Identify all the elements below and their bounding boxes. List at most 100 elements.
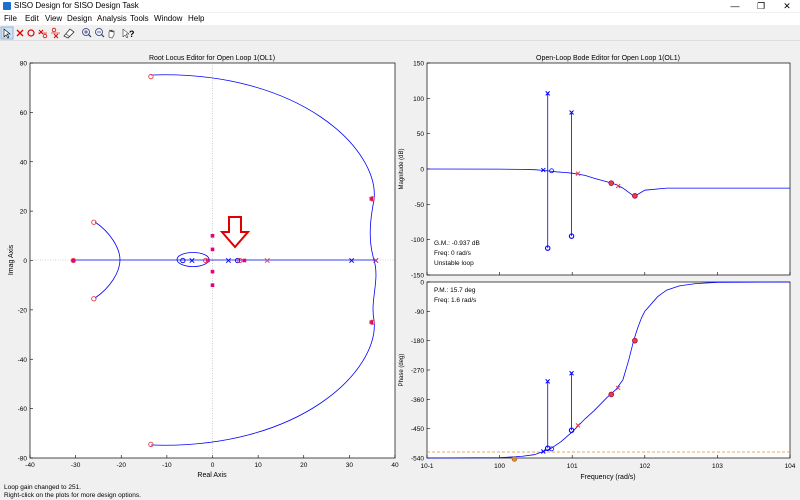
real-axis-pole-marker[interactable] [264, 257, 270, 264]
closed-loop-zero[interactable] [91, 296, 97, 302]
restore-button[interactable]: ❐ [756, 1, 766, 11]
closed-loop-pole[interactable] [210, 234, 215, 238]
closed-loop-zero[interactable] [148, 441, 154, 448]
magnitude-red-zero[interactable] [608, 180, 615, 186]
magnitude-red-pole-2[interactable] [615, 183, 621, 189]
closed-loop-zero[interactable] [70, 257, 76, 264]
menu-analysis[interactable]: Analysis [97, 14, 127, 23]
plot-area[interactable]: Root Locus Editor for Open Loop 1(OL1) R… [0, 41, 800, 482]
mag-ytick-label: 0 [420, 167, 424, 174]
freq-xtick-label: 104 [785, 463, 796, 470]
rl-xtick-label: 10 [255, 462, 263, 469]
eraser-icon[interactable] [63, 28, 75, 39]
add-zero-icon[interactable] [27, 29, 35, 37]
close-button[interactable]: ✕ [783, 1, 791, 11]
menu-edit[interactable]: Edit [25, 14, 39, 23]
open-loop-pole[interactable] [189, 257, 195, 264]
open-loop-pole[interactable] [225, 257, 232, 264]
phase-notch-zero[interactable] [568, 427, 575, 434]
gain-margin-text: G.M.: -0.937 dB [434, 240, 480, 247]
phase-red-pole-2[interactable] [615, 385, 621, 391]
closed-loop-pole[interactable] [71, 258, 76, 263]
closed-loop-zero[interactable] [203, 257, 209, 264]
rl-xtick-label: -10 [162, 462, 172, 469]
locus-outer-branch[interactable] [150, 74, 377, 446]
closed-loop-zero[interactable] [148, 73, 154, 80]
open-loop-zero[interactable] [180, 257, 186, 264]
phase-red-zero[interactable] [608, 391, 615, 398]
menu-file[interactable]: File [4, 14, 17, 23]
mag-ytick-label: 150 [413, 61, 424, 68]
status-bar: Loop gain changed to 251. Right-click on… [0, 483, 800, 500]
menu-window[interactable]: Window [154, 14, 183, 23]
phase-margin-marker[interactable] [511, 456, 518, 462]
phase-ytick-label: -180 [411, 338, 424, 345]
freq-xtick-label: 102 [639, 463, 650, 470]
phase-curve[interactable] [426, 281, 791, 459]
locus-branches[interactable] [73, 74, 377, 446]
mag-ytick-label: 50 [417, 131, 425, 138]
menu-tools[interactable]: Tools [130, 14, 149, 23]
closed-loop-pole[interactable] [369, 320, 374, 325]
phase-red-zero-2[interactable] [632, 337, 638, 344]
notch-pole-marker[interactable] [545, 91, 551, 96]
magnitude-zero-marker[interactable] [549, 168, 554, 174]
zoom-in-icon[interactable] [82, 28, 92, 38]
real-axis-pole-marker[interactable] [373, 257, 379, 264]
rl-ytick-label: -80 [18, 456, 28, 463]
phase-notch-pole[interactable] [545, 379, 551, 384]
root-locus-editor[interactable]: Root Locus Editor for Open Loop 1(OL1) R… [8, 55, 399, 479]
magnitude-red-pole[interactable] [575, 171, 581, 176]
magnitude-pole-marker[interactable] [540, 167, 546, 173]
closed-loop-pole[interactable] [210, 269, 215, 274]
phase-ytick-label: -540 [411, 456, 424, 463]
add-lag-icon[interactable] [51, 27, 60, 39]
zoom-out-icon[interactable] [95, 28, 105, 38]
whats-this-icon[interactable]: ? [122, 28, 135, 39]
bode-phase-editor[interactable]: Phase (deg) Frequency (rad/s) 0 -90 -180 -2… [399, 280, 796, 482]
notch-zero-marker[interactable] [568, 233, 575, 239]
status-message-1: Loop gain changed to 251. [4, 484, 81, 491]
notch-pole-marker[interactable] [569, 110, 574, 115]
bode-magnitude-editor[interactable]: Open-Loop Bode Editor for Open Loop 1(OL… [399, 55, 791, 280]
root-locus-xlabel: Real Axis [197, 472, 227, 479]
mag-ytick-label: -100 [411, 237, 424, 244]
closed-loop-pole[interactable] [369, 196, 374, 201]
add-pole-icon[interactable] [16, 29, 24, 37]
closed-loop-pole[interactable] [242, 258, 247, 263]
phase-ytick-label: -270 [411, 368, 424, 375]
closed-loop-zero[interactable] [369, 319, 375, 325]
closed-loop-zero[interactable] [237, 257, 243, 264]
menu-help[interactable]: Help [188, 14, 205, 23]
add-lead-icon[interactable] [38, 29, 48, 39]
phase-pole-marker[interactable] [540, 449, 546, 454]
open-loop-zero[interactable] [234, 257, 241, 264]
magnitude-curve[interactable] [426, 168, 790, 197]
open-loop-pole[interactable] [349, 257, 355, 264]
freq-xtick-label: 101 [567, 463, 578, 470]
rl-xtick-label: -20 [117, 462, 127, 469]
closed-loop-zero[interactable] [369, 196, 375, 202]
mag-ytick-label: -50 [415, 202, 425, 209]
pan-icon[interactable] [108, 29, 115, 39]
rl-ytick-label: -60 [18, 406, 28, 413]
svg-text:?: ? [129, 29, 135, 39]
phase-red-pole[interactable] [575, 423, 581, 428]
locus-left-branch[interactable] [94, 221, 121, 299]
closed-loop-pole[interactable] [210, 247, 215, 252]
phase-ytick-label: 0 [420, 280, 424, 287]
menu-view[interactable]: View [45, 14, 63, 23]
rl-xtick-label: 0 [211, 462, 215, 469]
phase-ytick-label: -450 [411, 426, 424, 433]
closed-loop-zero[interactable] [91, 219, 97, 225]
notch-zero-marker[interactable] [544, 245, 551, 251]
closed-loop-pole[interactable] [210, 283, 215, 287]
root-locus-title: Root Locus Editor for Open Loop 1(OL1) [149, 55, 275, 62]
phase-zero-marker[interactable] [549, 446, 554, 452]
phase-notch-pole[interactable] [569, 370, 574, 376]
minimize-button[interactable]: — [730, 1, 740, 11]
menu-design[interactable]: Design [67, 14, 92, 23]
phase-ytick-label: -90 [415, 309, 425, 316]
magnitude-red-zero-2[interactable] [632, 193, 638, 199]
pointer-icon[interactable] [0, 26, 14, 40]
